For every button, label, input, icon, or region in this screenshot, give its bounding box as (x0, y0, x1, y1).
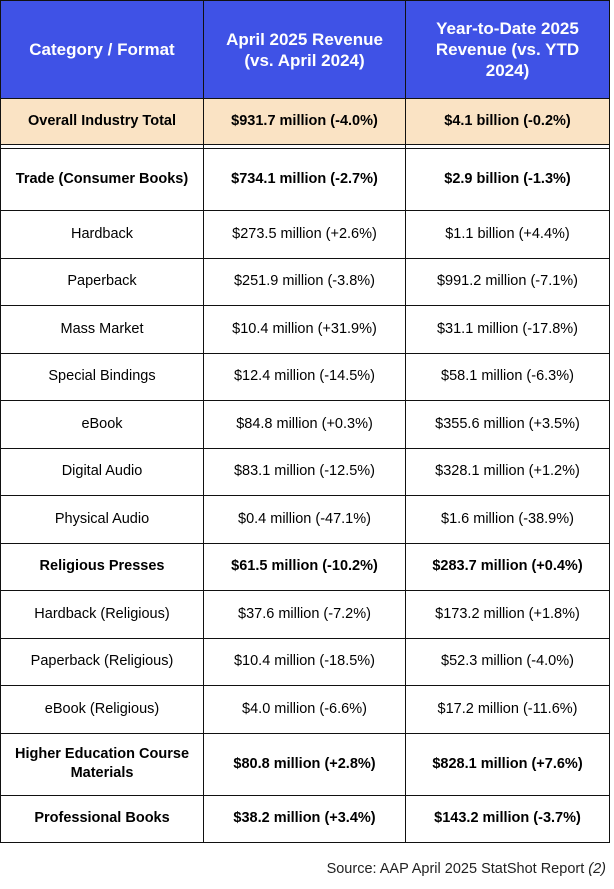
cell-category: Higher Education Course Materials (0, 732, 204, 796)
cell-ytd-revenue: $1.1 billion (+4.4%) (405, 210, 610, 259)
format-row: Digital Audio $83.1 million (-12.5%) $328.… (0, 447, 610, 496)
revenue-table: Category / Format April 2025 Revenue (vs… (0, 0, 610, 843)
cell-ytd-revenue: $52.3 million (-4.0%) (405, 637, 610, 686)
cell-category: Paperback (Religious) (0, 637, 204, 686)
cell-april-revenue: $4.0 million (-6.6%) (203, 685, 406, 734)
category-row: Religious Presses $61.5 million (-10.2%) $… (0, 542, 610, 591)
cell-ytd-revenue: $328.1 million (+1.2%) (405, 447, 610, 496)
format-row: Hardback (Religious) $37.6 million (-7.2%… (0, 590, 610, 639)
category-row: Higher Education Course Materials $80.8 m… (0, 732, 610, 796)
gap-cell (405, 144, 610, 149)
cell-april-revenue: $931.7 million (-4.0%) (203, 98, 406, 145)
cell-april-revenue: $10.4 million (-18.5%) (203, 637, 406, 686)
cell-category: Physical Audio (0, 495, 204, 544)
cell-ytd-revenue: $991.2 million (-7.1%) (405, 257, 610, 306)
header-category: Category / Format (0, 0, 204, 99)
header-row: Category / Format April 2025 Revenue (vs… (0, 0, 610, 99)
cell-april-revenue: $83.1 million (-12.5%) (203, 447, 406, 496)
cell-april-revenue: $734.1 million (-2.7%) (203, 148, 406, 211)
cell-ytd-revenue: $17.2 million (-11.6%) (405, 685, 610, 734)
row-gap (0, 144, 610, 149)
cell-ytd-revenue: $4.1 billion (-0.2%) (405, 98, 610, 145)
cell-ytd-revenue: $828.1 million (+7.6%) (405, 732, 610, 796)
source-caption-reference: (2) (588, 861, 606, 877)
cell-category: Professional Books (0, 794, 204, 843)
cell-ytd-revenue: $355.6 million (+3.5%) (405, 400, 610, 449)
category-row: Professional Books $38.2 million (+3.4%) $… (0, 794, 610, 843)
cell-category: Overall Industry Total (0, 98, 204, 145)
cell-ytd-revenue: $283.7 million (+0.4%) (405, 542, 610, 591)
total-row: Overall Industry Total $931.7 million (-4… (0, 98, 610, 145)
cell-april-revenue: $251.9 million (-3.8%) (203, 257, 406, 306)
cell-category: eBook (Religious) (0, 685, 204, 734)
cell-ytd-revenue: $31.1 million (-17.8%) (405, 305, 610, 354)
format-row: Paperback $251.9 million (-3.8%) $991.2 mi… (0, 257, 610, 306)
cell-ytd-revenue: $1.6 million (-38.9%) (405, 495, 610, 544)
category-row: Trade (Consumer Books) $734.1 million (-2… (0, 148, 610, 211)
cell-category: Hardback (0, 210, 204, 259)
header-april-revenue: April 2025 Revenue (vs. April 2024) (203, 0, 406, 99)
cell-ytd-revenue: $2.9 billion (-1.3%) (405, 148, 610, 211)
format-row: Physical Audio $0.4 million (-47.1%) $1.6 … (0, 495, 610, 544)
cell-april-revenue: $273.5 million (+2.6%) (203, 210, 406, 259)
cell-category: Digital Audio (0, 447, 204, 496)
format-row: Paperback (Religious) $10.4 million (-18.… (0, 637, 610, 686)
cell-april-revenue: $84.8 million (+0.3%) (203, 400, 406, 449)
cell-category: Hardback (Religious) (0, 590, 204, 639)
cell-category: Special Bindings (0, 352, 204, 401)
header-ytd-revenue: Year-to-Date 2025 Revenue (vs. YTD 2024) (405, 0, 610, 99)
cell-category: Mass Market (0, 305, 204, 354)
cell-april-revenue: $37.6 million (-7.2%) (203, 590, 406, 639)
cell-category: Paperback (0, 257, 204, 306)
table-body: Overall Industry Total $931.7 million (-4… (0, 98, 610, 843)
cell-ytd-revenue: $173.2 million (+1.8%) (405, 590, 610, 639)
cell-ytd-revenue: $58.1 million (-6.3%) (405, 352, 610, 401)
cell-april-revenue: $61.5 million (-10.2%) (203, 542, 406, 591)
format-row: eBook (Religious) $4.0 million (-6.6%) $17… (0, 685, 610, 734)
format-row: Mass Market $10.4 million (+31.9%) $31.1 m… (0, 305, 610, 354)
cell-april-revenue: $10.4 million (+31.9%) (203, 305, 406, 354)
cell-april-revenue: $0.4 million (-47.1%) (203, 495, 406, 544)
format-row: Hardback $273.5 million (+2.6%) $1.1 billi… (0, 210, 610, 259)
format-row: Special Bindings $12.4 million (-14.5%) $5… (0, 352, 610, 401)
cell-april-revenue: $12.4 million (-14.5%) (203, 352, 406, 401)
cell-category: Religious Presses (0, 542, 204, 591)
format-row: eBook $84.8 million (+0.3%) $355.6 million… (0, 400, 610, 449)
cell-april-revenue: $80.8 million (+2.8%) (203, 732, 406, 796)
source-caption: Source: AAP April 2025 StatShot Report (… (327, 861, 606, 877)
cell-category: eBook (0, 400, 204, 449)
cell-ytd-revenue: $143.2 million (-3.7%) (405, 794, 610, 843)
source-caption-text: Source: AAP April 2025 StatShot Report (326, 861, 589, 877)
cell-category: Trade (Consumer Books) (0, 148, 204, 211)
cell-april-revenue: $38.2 million (+3.4%) (203, 794, 406, 843)
